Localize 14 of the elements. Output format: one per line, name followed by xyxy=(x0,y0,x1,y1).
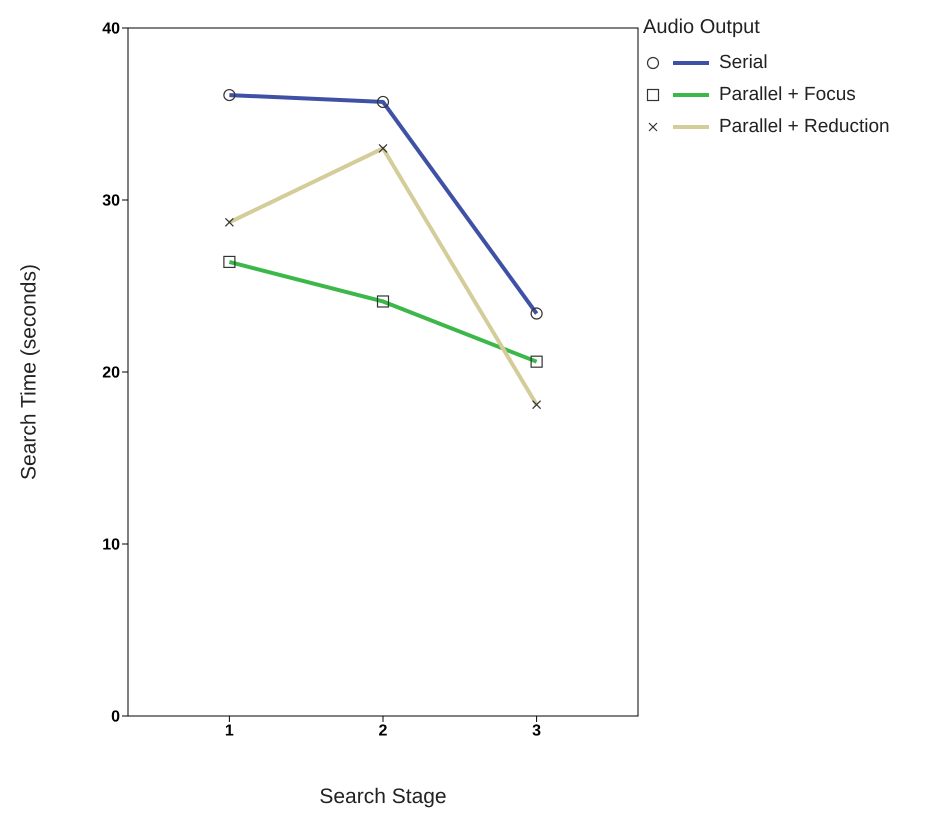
y-tick-label: 40 xyxy=(102,20,120,38)
legend-title: Audio Output xyxy=(643,16,761,39)
legend-label: Parallel + Reduction xyxy=(719,116,890,138)
y-tick-label: 20 xyxy=(102,364,120,382)
y-axis-title: Search Time (seconds) xyxy=(17,264,40,480)
y-tick-label: 30 xyxy=(102,192,120,210)
x-tick-label: 3 xyxy=(532,722,542,740)
x-tick-label: 2 xyxy=(378,722,388,740)
x-axis-title: Search Stage xyxy=(319,785,447,808)
y-tick-label: 0 xyxy=(111,708,120,726)
legend-label: Parallel + Focus xyxy=(719,84,856,106)
y-tick-label: 10 xyxy=(102,536,120,554)
legend-label: Serial xyxy=(719,52,768,74)
x-tick-label: 1 xyxy=(224,722,234,740)
